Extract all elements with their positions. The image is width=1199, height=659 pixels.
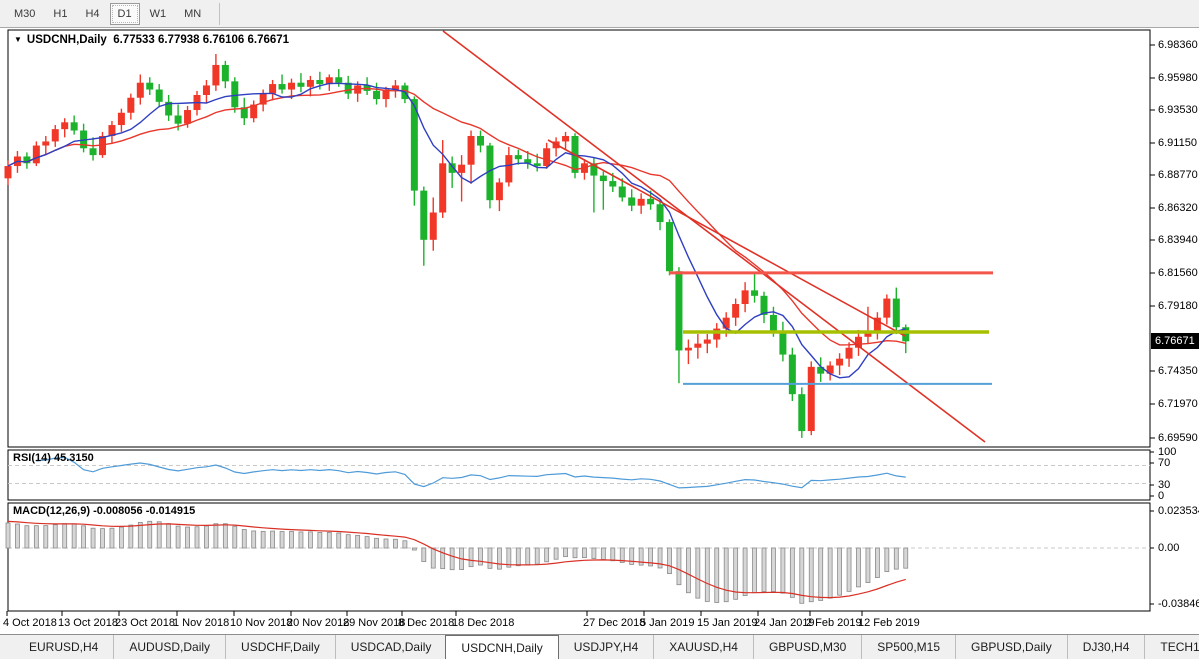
- date-axis-label: 13 Oct 2018: [58, 617, 118, 629]
- tab-tech100-h1[interactable]: TECH100,H1: [1144, 635, 1199, 659]
- timeframe-button-h1[interactable]: H1: [53, 7, 68, 20]
- date-axis-label: 20 Nov 2018: [287, 617, 350, 629]
- tab-usdcad-daily[interactable]: USDCAD,Daily: [334, 635, 447, 659]
- timeframe-button-h4[interactable]: H4: [85, 7, 100, 20]
- rsi-axis-label: 30: [1158, 479, 1171, 491]
- price-axis-label: 6.83940: [1158, 233, 1198, 246]
- date-axis-label: 27 Dec 2018: [583, 617, 646, 629]
- date-axis-label: 5 Jan 2019: [640, 617, 695, 629]
- macd-axis-label: -0.038466: [1158, 598, 1199, 610]
- date-axis-label: 2 Feb 2019: [806, 617, 862, 629]
- date-axis-label: 4 Oct 2018: [3, 617, 57, 629]
- tab-dj30-h4[interactable]: DJ30,H4: [1066, 635, 1145, 659]
- symbol-dropdown-icon[interactable]: ▼: [14, 35, 22, 44]
- timeframe-toolbar: M30 H1 H4 D1 W1 MN: [0, 0, 1199, 28]
- tab-sp500-m15[interactable]: SP500,M15: [861, 635, 955, 659]
- rsi-axis-label: 100: [1158, 446, 1177, 458]
- tab-xauusd-h4[interactable]: XAUUSD,H4: [653, 635, 753, 659]
- price-axis-label: 6.69590: [1158, 431, 1198, 444]
- price-axis-label: 6.93530: [1158, 103, 1198, 116]
- chart-title: ▼ USDCNH,Daily 6.77533 6.77938 6.76106 6.…: [14, 34, 289, 46]
- date-axis-label: 23 Oct 2018: [115, 617, 175, 629]
- date-axis-label: 1 Nov 2018: [173, 617, 230, 629]
- date-axis-label: 18 Dec 2018: [452, 617, 515, 629]
- rsi-label: RSI(14) 45.3150: [13, 452, 94, 464]
- tab-eurusd-h4[interactable]: EURUSD,H4: [29, 640, 99, 654]
- date-axis-label: 24 Jan 2019: [754, 617, 815, 629]
- price-axis-label: 6.98360: [1158, 38, 1198, 51]
- tab-usdcnh-daily[interactable]: USDCNH,Daily: [445, 635, 559, 659]
- current-price-badge: 6.76671: [1155, 334, 1195, 347]
- price-axis-label: 6.79180: [1158, 299, 1198, 312]
- tab-gbpusd-m30[interactable]: GBPUSD,M30: [752, 635, 861, 659]
- rsi-axis-label: 70: [1158, 457, 1171, 469]
- price-axis-label: 6.88770: [1158, 168, 1198, 181]
- tab-gbpusd-daily[interactable]: GBPUSD,Daily: [955, 635, 1067, 659]
- macd-axis-label: 0.023534: [1158, 505, 1199, 517]
- timeframe-button-d1[interactable]: D1: [109, 2, 140, 25]
- macd-label: MACD(12,26,9) -0.008056 -0.014915: [13, 505, 196, 517]
- macd-axis-label: 0.00: [1158, 542, 1180, 554]
- price-axis-label: 6.95980: [1158, 71, 1198, 84]
- price-axis-label: 6.86320: [1158, 201, 1198, 214]
- date-axis-label: 29 Nov 2018: [343, 617, 406, 629]
- date-axis-label: 10 Nov 2018: [230, 617, 293, 629]
- rsi-axis-label: 0: [1158, 490, 1165, 502]
- date-axis-label: 15 Jan 2019: [697, 617, 758, 629]
- tab-audusd-daily[interactable]: AUDUSD,Daily: [113, 635, 225, 659]
- timeframe-button-w1[interactable]: W1: [149, 7, 167, 20]
- chart-tabbar: EURUSD,H4 AUDUSD,Daily USDCHF,Daily USDCAD,…: [0, 634, 1199, 659]
- tab-usdchf-daily[interactable]: USDCHF,Daily: [225, 635, 335, 659]
- timeframe-button-m30[interactable]: M30: [14, 7, 36, 20]
- date-axis-label: 8 Dec 2018: [398, 617, 455, 629]
- price-axis-label: 6.74350: [1158, 364, 1198, 377]
- chart-ohlc-values: 6.77533 6.77938 6.76106 6.76671: [113, 34, 290, 46]
- tab-usdjpy-h4[interactable]: USDJPY,H4: [573, 640, 639, 654]
- toolbar-separator: [219, 2, 221, 25]
- price-axis-label: 6.71970: [1158, 397, 1198, 410]
- date-axis-label: 12 Feb 2019: [858, 617, 920, 629]
- timeframe-button-mn[interactable]: MN: [184, 7, 202, 20]
- price-axis-label: 6.91150: [1158, 136, 1197, 149]
- chart-symbol-label: USDCNH,Daily: [26, 34, 107, 46]
- price-axis-label: 6.81560: [1158, 266, 1198, 279]
